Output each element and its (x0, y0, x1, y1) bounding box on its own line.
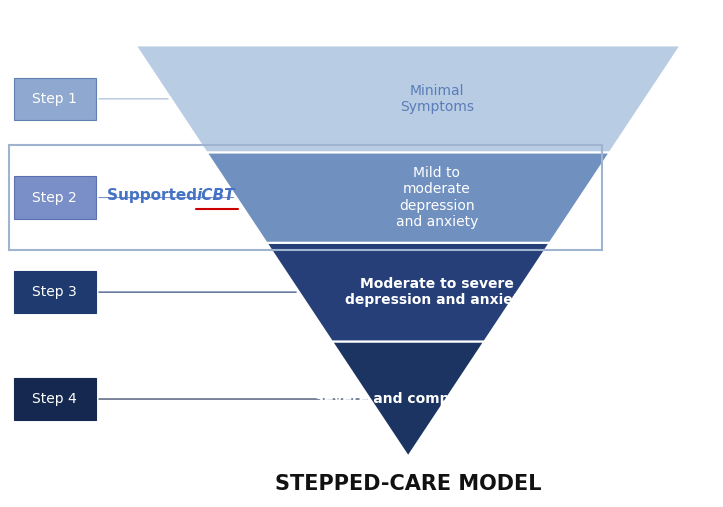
Text: Step 1: Step 1 (33, 92, 77, 106)
Text: Supported: Supported (107, 188, 202, 202)
Text: Mild to
moderate
depression
and anxiety: Mild to moderate depression and anxiety (395, 166, 478, 229)
Polygon shape (332, 341, 484, 457)
Bar (14, 271, 96, 313)
Text: STEPPED-CARE MODEL: STEPPED-CARE MODEL (275, 474, 542, 494)
Text: Moderate to severe
depression and anxiety: Moderate to severe depression and anxiet… (345, 277, 529, 307)
Text: iCBT: iCBT (197, 188, 235, 202)
Polygon shape (206, 152, 610, 243)
Bar (14, 78, 96, 120)
Bar (9, 145, 602, 250)
Polygon shape (266, 243, 550, 341)
Bar (14, 176, 96, 219)
Text: Step 4: Step 4 (33, 392, 77, 406)
Text: Step 2: Step 2 (33, 191, 77, 204)
Text: Step 3: Step 3 (33, 285, 77, 299)
Polygon shape (135, 46, 681, 152)
Text: Severe and complex conditions: Severe and complex conditions (315, 392, 559, 406)
Bar (14, 378, 96, 420)
Text: Minimal
Symptoms: Minimal Symptoms (400, 84, 474, 114)
